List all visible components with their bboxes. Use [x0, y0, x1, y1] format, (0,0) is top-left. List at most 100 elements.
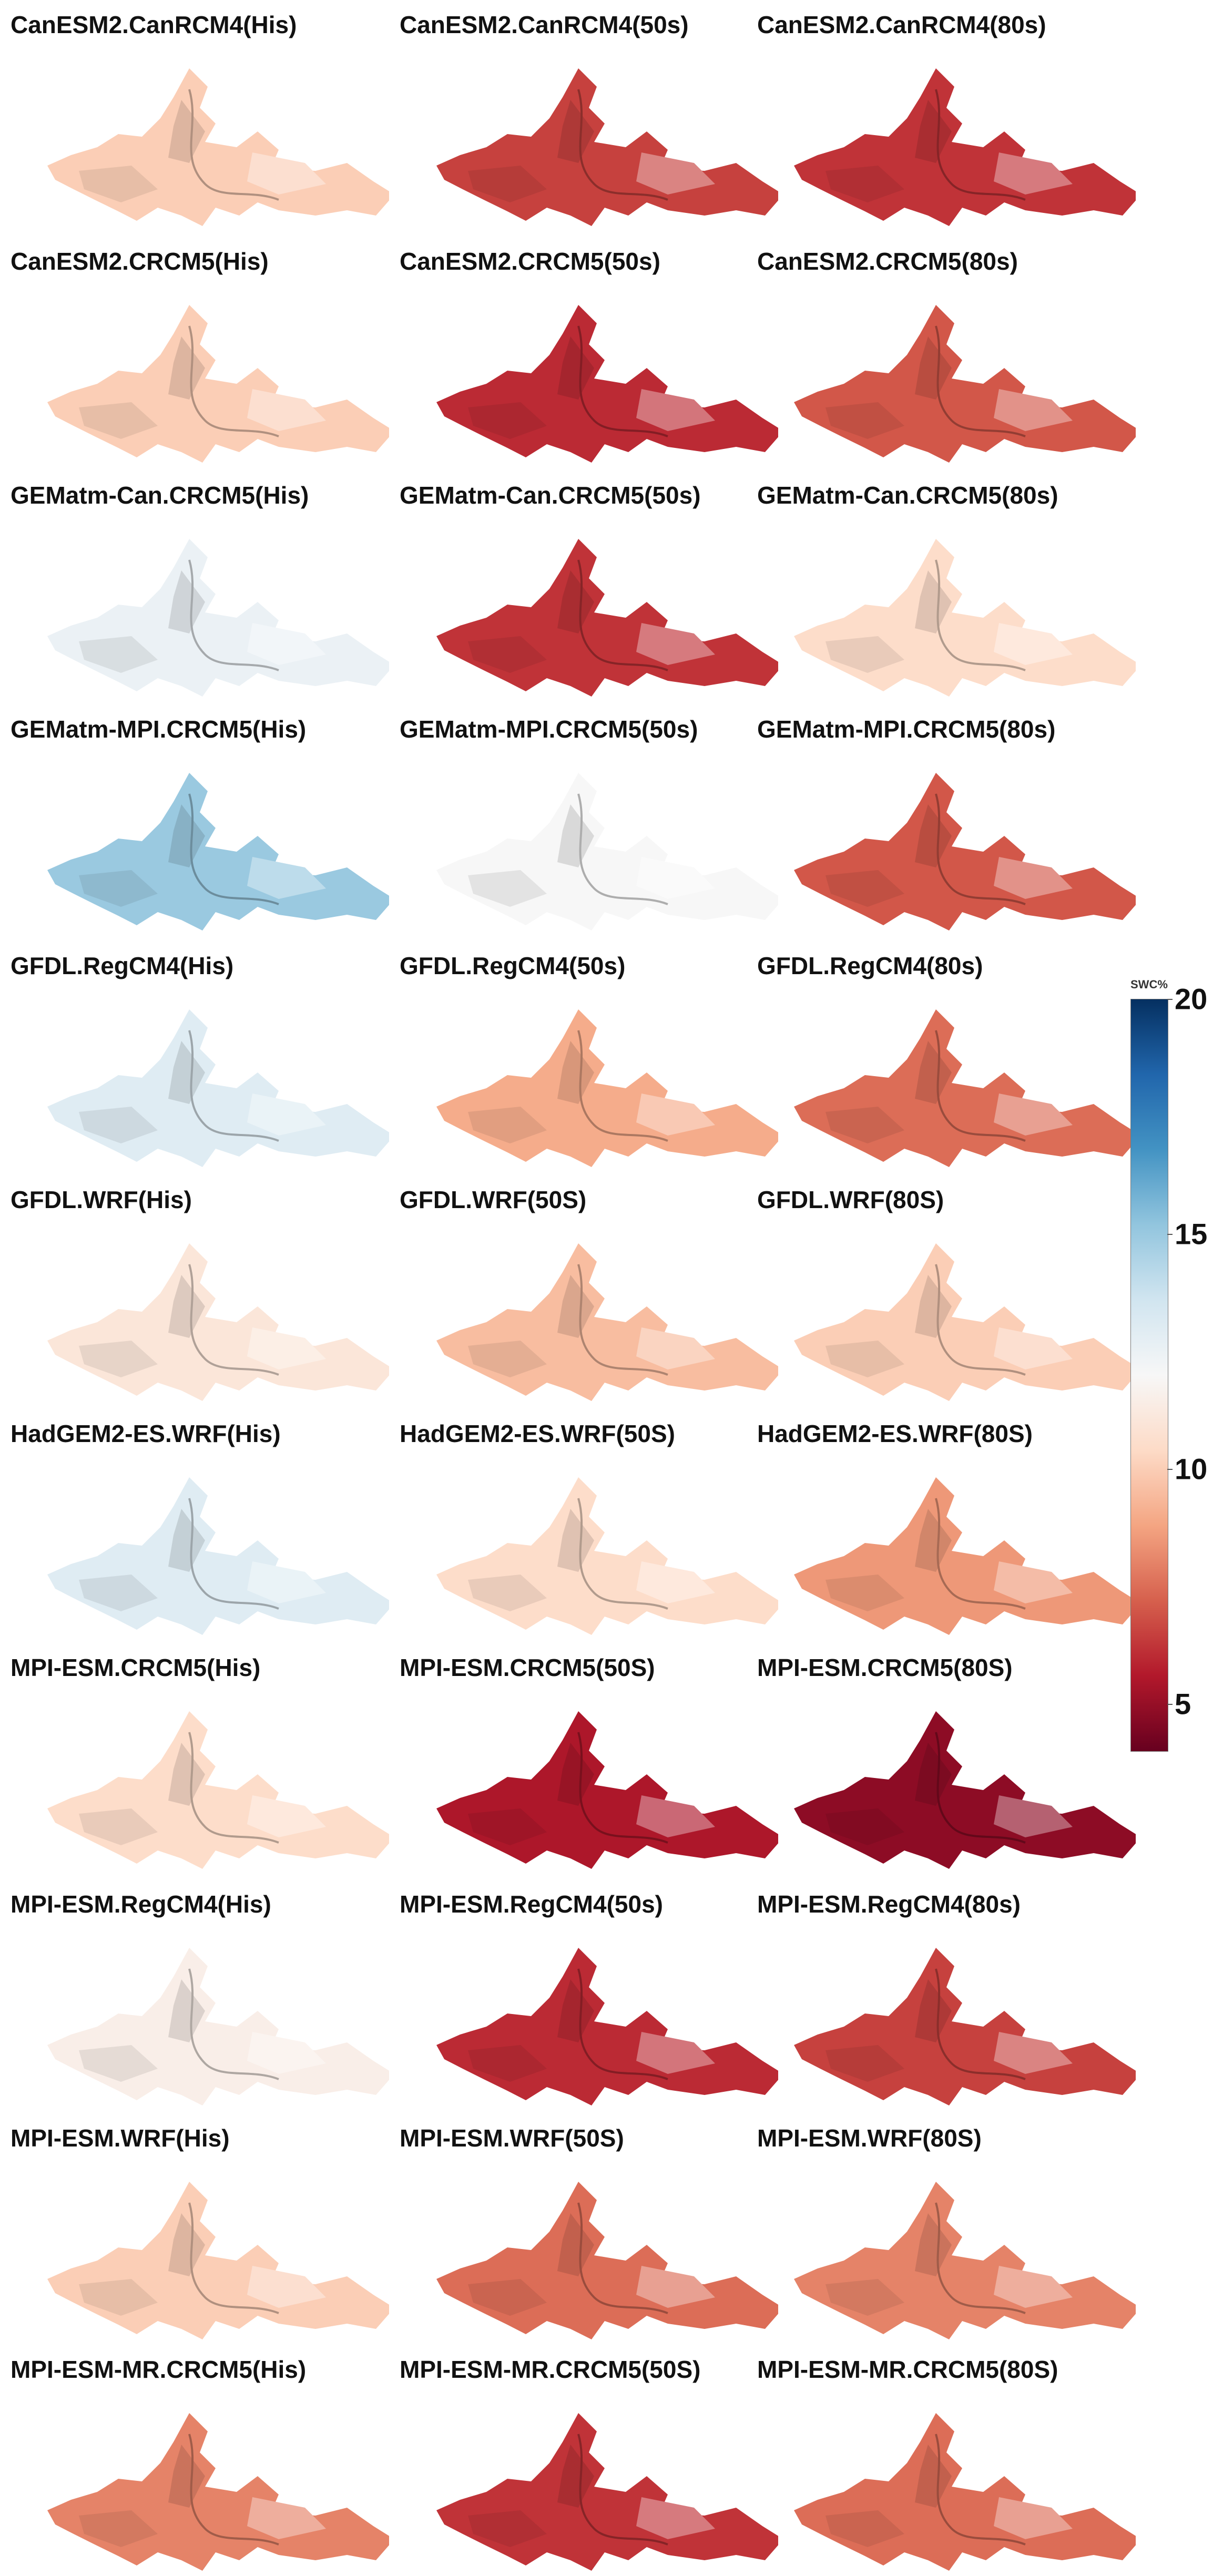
map-panel-title: GFDL.RegCM4(His) [11, 952, 234, 979]
subbasin-west [79, 1341, 158, 1377]
river-channel [188, 559, 279, 671]
subbasin-west [825, 166, 904, 202]
subbasin-west [825, 870, 904, 907]
subbasin-west [79, 1107, 158, 1143]
map-panel: CanESM2.CanRCM4(His) [11, 11, 389, 231]
subbasin-east [994, 857, 1073, 899]
basin-region [794, 1948, 1136, 2105]
subbasin-west [468, 870, 547, 907]
river-channel [577, 89, 668, 201]
subbasin-north [557, 570, 594, 633]
subbasin-north [915, 570, 952, 633]
map-panel: GEMatm-MPI.CRCM5(His) [11, 715, 389, 936]
subbasin-east [994, 152, 1073, 195]
river-channel [577, 1732, 668, 1844]
basin-map [47, 1948, 389, 2105]
colorbar-tick-mark [1167, 999, 1173, 1000]
colorbar-tick-label: 5 [1175, 1687, 1191, 1721]
basin-region [47, 1477, 389, 1635]
map-panel-title: CanESM2.CRCM5(His) [11, 248, 269, 275]
map-panel-title: GEMatm-MPI.CRCM5(His) [11, 715, 307, 743]
basin-region [47, 1243, 389, 1401]
map-panel-title: GFDL.WRF(80S) [757, 1186, 944, 1213]
basin-map [794, 539, 1136, 697]
map-panel: GEMatm-Can.CRCM5(80s) [757, 481, 1136, 702]
basin-map [794, 2413, 1136, 2571]
river-channel [577, 2434, 668, 2546]
subbasin-north [557, 1509, 594, 1572]
map-panel: MPI-ESM.RegCM4(50s) [400, 1890, 778, 2111]
map-panel-title: MPI-ESM-MR.CRCM5(80S) [757, 2356, 1058, 2383]
basin-map [794, 1711, 1136, 1869]
map-panel-title: GEMatm-Can.CRCM5(His) [11, 482, 309, 509]
subbasin-west [468, 1341, 547, 1377]
map-panel-title: MPI-ESM.CRCM5(50S) [400, 1654, 655, 1681]
subbasin-east [247, 1093, 326, 1136]
subbasin-west [825, 402, 904, 439]
basin-region [47, 1711, 389, 1869]
basin-region [436, 2182, 778, 2339]
map-panel: GFDL.WRF(50S) [400, 1185, 778, 1406]
basin-region [794, 1009, 1136, 1167]
basin-map [436, 1243, 778, 1401]
subbasin-west [468, 636, 547, 673]
subbasin-east [636, 1561, 715, 1603]
subbasin-east [636, 152, 715, 195]
river-channel [188, 1732, 279, 1844]
basin-map [436, 305, 778, 463]
map-panel: GEMatm-Can.CRCM5(His) [11, 481, 389, 702]
basin-map [794, 773, 1136, 931]
subbasin-east [636, 2497, 715, 2539]
river-channel [935, 2434, 1026, 2546]
subbasin-west [468, 2510, 547, 2547]
subbasin-west [825, 1107, 904, 1143]
basin-region [47, 1009, 389, 1167]
subbasin-west [79, 2045, 158, 2082]
subbasin-west [825, 1341, 904, 1377]
map-panel: MPI-ESM.WRF(His) [11, 2124, 389, 2345]
basin-region [794, 1711, 1136, 1869]
map-panel-title: GEMatm-Can.CRCM5(50s) [400, 482, 701, 509]
basin-map [436, 68, 778, 226]
map-panel-title: MPI-ESM.RegCM4(80s) [757, 1890, 1021, 1918]
subbasin-north [557, 2445, 594, 2508]
basin-region [47, 2182, 389, 2339]
map-panel-title: MPI-ESM.CRCM5(His) [11, 1654, 261, 1681]
basin-region [436, 305, 778, 463]
colorbar-tick-label: 20 [1175, 982, 1208, 1016]
subbasin-north [915, 2213, 952, 2276]
basin-map [47, 1009, 389, 1167]
subbasin-north [915, 2445, 952, 2508]
river-channel [188, 1264, 279, 1376]
map-panel: GEMatm-MPI.CRCM5(80s) [757, 715, 1136, 936]
basin-map [794, 305, 1136, 463]
map-panel: MPI-ESM.RegCM4(80s) [757, 1890, 1136, 2111]
basin-region [794, 305, 1136, 463]
basin-map [47, 539, 389, 697]
map-panel: MPI-ESM-MR.CRCM5(80S) [757, 2355, 1136, 2576]
subbasin-west [79, 636, 158, 673]
basin-region [47, 68, 389, 226]
map-panel-title: CanESM2.CanRCM4(50s) [400, 11, 689, 38]
subbasin-north [915, 1275, 952, 1338]
subbasin-west [468, 1575, 547, 1611]
map-panel-title: MPI-ESM.WRF(His) [11, 2124, 230, 2152]
subbasin-north [168, 1509, 205, 1572]
map-panel: GFDL.WRF(80S) [757, 1185, 1136, 1406]
basin-region [436, 1009, 778, 1167]
subbasin-north [168, 2213, 205, 2276]
colorbar-tick-mark [1167, 1703, 1173, 1705]
subbasin-north [557, 1275, 594, 1338]
subbasin-west [825, 2045, 904, 2082]
subbasin-north [557, 1041, 594, 1104]
map-panel-title: HadGEM2-ES.WRF(80S) [757, 1420, 1033, 1447]
subbasin-west [79, 2510, 158, 2547]
river-channel [935, 1264, 1026, 1376]
map-panel-title: MPI-ESM.CRCM5(80S) [757, 1654, 1013, 1681]
subbasin-west [79, 870, 158, 907]
map-panel: CanESM2.CRCM5(His) [11, 247, 389, 468]
subbasin-north [557, 336, 594, 400]
subbasin-west [825, 2510, 904, 2547]
river-channel [935, 793, 1026, 905]
map-panel: MPI-ESM.CRCM5(His) [11, 1653, 389, 1874]
